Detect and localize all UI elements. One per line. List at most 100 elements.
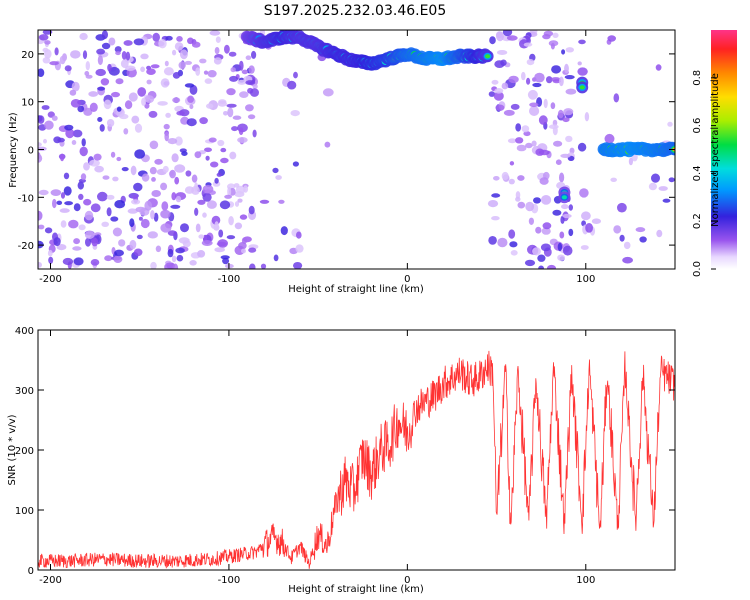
spectrogram-noise-blob bbox=[559, 172, 565, 183]
spectrogram-noise-blob bbox=[71, 140, 77, 145]
spectrogram-noise-blob bbox=[220, 157, 229, 164]
spectrogram-noise-blob bbox=[581, 211, 591, 221]
spectrogram-x-tick-label: 0 bbox=[404, 274, 410, 285]
spectrogram-noise-blob bbox=[214, 247, 225, 253]
spectrogram-noise-blob bbox=[114, 200, 126, 209]
spectrogram-noise-blob bbox=[146, 79, 152, 85]
spectrogram-noise-blob bbox=[557, 242, 563, 252]
spectrogram-noise-blob bbox=[491, 216, 500, 221]
spectrogram-noise-blob bbox=[543, 98, 548, 109]
spectrogram-noise-blob bbox=[557, 109, 564, 119]
spectrogram-noise-blob bbox=[539, 177, 549, 185]
snr-series bbox=[38, 350, 675, 569]
spectrogram-noise-blob bbox=[134, 149, 146, 159]
spectrogram-noise-blob bbox=[91, 237, 99, 247]
spectrogram-noise-blob bbox=[189, 260, 197, 266]
spectrogram-noise-blob bbox=[577, 61, 582, 66]
spectrogram-noise-blob bbox=[220, 147, 227, 153]
spectrogram-noise-blob bbox=[555, 159, 562, 165]
spectrogram-noise-blob bbox=[38, 189, 49, 196]
spectrogram-noise-blob bbox=[158, 39, 167, 49]
spectrogram-noise-blob bbox=[56, 200, 63, 205]
spectrogram-noise-blob bbox=[140, 66, 146, 73]
spectrogram-noise-blob bbox=[613, 93, 620, 103]
spectrogram-noise-blob bbox=[44, 40, 51, 45]
spectrogram-noise-blob bbox=[73, 238, 80, 245]
spectrogram-noise-blob bbox=[230, 67, 236, 73]
snr-y-tick-label: 0 bbox=[28, 566, 34, 577]
spectrogram-noise-blob bbox=[180, 223, 189, 233]
spectrogram-noise-blob bbox=[248, 205, 255, 215]
spectrogram-noise-blob bbox=[552, 209, 562, 216]
spectrogram-noise-blob bbox=[648, 182, 658, 191]
spectrogram-noise-blob bbox=[175, 195, 182, 203]
spectrogram-noise-blob bbox=[245, 55, 252, 60]
spectrogram-noise-blob bbox=[54, 47, 59, 56]
spectrogram-noise-blob bbox=[218, 229, 224, 238]
spectrogram-noise-blob bbox=[494, 88, 504, 94]
colorbar-tick-label: 0.8 bbox=[692, 70, 703, 86]
spectrogram-noise-blob bbox=[550, 102, 556, 110]
spectrogram-noise-blob bbox=[506, 35, 518, 41]
spectrogram-noise-blob bbox=[537, 254, 546, 262]
spectrogram-noise-blob bbox=[619, 234, 625, 242]
spectrogram-noise-blob bbox=[172, 72, 181, 79]
spectrogram-noise-blob bbox=[149, 166, 157, 175]
spectrogram-noise-blob bbox=[210, 161, 219, 168]
spectrogram-noise-blob bbox=[584, 112, 590, 122]
spectrogram-noise-blob bbox=[125, 65, 136, 71]
spectrogram-y-axis-label: Frequency (Hz) bbox=[8, 112, 19, 188]
spectrogram-noise-blob bbox=[564, 63, 569, 74]
spectrogram-noise-blob bbox=[232, 115, 242, 120]
spectrogram-noise-blob bbox=[128, 208, 136, 214]
spectrogram-noise-blob bbox=[204, 147, 212, 153]
spectrogram-y-tick-label: 10 bbox=[21, 98, 34, 109]
spectrogram-noise-blob bbox=[78, 193, 84, 200]
spectrogram-noise-blob bbox=[197, 250, 206, 258]
spectrogram-noise-blob bbox=[59, 208, 70, 213]
spectrogram-noise-blob bbox=[97, 191, 108, 202]
signal-core bbox=[485, 54, 491, 59]
spectrogram-noise-blob bbox=[508, 229, 516, 239]
spectrogram-noise-blob bbox=[77, 181, 85, 190]
spectrogram-noise-blob bbox=[69, 89, 77, 96]
spectrogram-noise-blob bbox=[668, 177, 675, 183]
spectrogram-noise-blob bbox=[557, 254, 565, 261]
spectrogram-noise-blob bbox=[151, 177, 156, 182]
spectrogram-noise-blob bbox=[568, 204, 573, 211]
spectrogram-noise-blob bbox=[128, 92, 138, 102]
spectrogram-noise-blob bbox=[272, 167, 279, 174]
spectrogram-noise-blob bbox=[101, 42, 111, 50]
spectrogram-noise-blob bbox=[580, 245, 589, 250]
spectrogram-noise-blob bbox=[42, 57, 51, 64]
spectrogram-noise-blob bbox=[324, 141, 331, 148]
spectrogram-noise-blob bbox=[84, 71, 90, 76]
spectrogram-noise-blob bbox=[541, 227, 551, 235]
spectrogram-noise-blob bbox=[106, 207, 112, 217]
colorbar: 0.0 0.2 0.4 0.6 0.8 Normalized spectral ampl… bbox=[692, 30, 737, 277]
snr-frame bbox=[37, 329, 676, 571]
spectrogram-noise-blob bbox=[542, 222, 552, 230]
spectrogram-noise-blob bbox=[564, 75, 575, 80]
spectrogram-noise-blob bbox=[100, 78, 110, 86]
spectrogram-noise-blob bbox=[186, 118, 197, 127]
spectrogram-noise-blob bbox=[53, 237, 61, 247]
spectrogram-noise-blob bbox=[651, 173, 660, 183]
spectrogram-noise-blob bbox=[226, 235, 236, 240]
spectrogram-noise-blob bbox=[195, 223, 201, 233]
spectrogram-noise-blob bbox=[204, 78, 213, 84]
spectrogram-noise-blob bbox=[163, 123, 170, 130]
spectrogram-noise-blob bbox=[229, 75, 239, 82]
spectrogram-noise-blob bbox=[501, 82, 509, 90]
spectrogram-noise-blob bbox=[245, 80, 256, 86]
spectrogram-noise-blob bbox=[50, 189, 62, 197]
spectrogram-noise-blob bbox=[90, 203, 101, 213]
spectrogram-noise-blob bbox=[189, 104, 194, 110]
spectrogram-noise-blob bbox=[78, 224, 86, 231]
spectrogram-noise-blob bbox=[658, 186, 668, 191]
spectrogram-noise-blob bbox=[131, 199, 141, 205]
spectrogram-noise-blob bbox=[141, 97, 147, 106]
spectrogram-noise-blob bbox=[147, 231, 158, 239]
spectrogram-noise-blob bbox=[534, 72, 545, 83]
